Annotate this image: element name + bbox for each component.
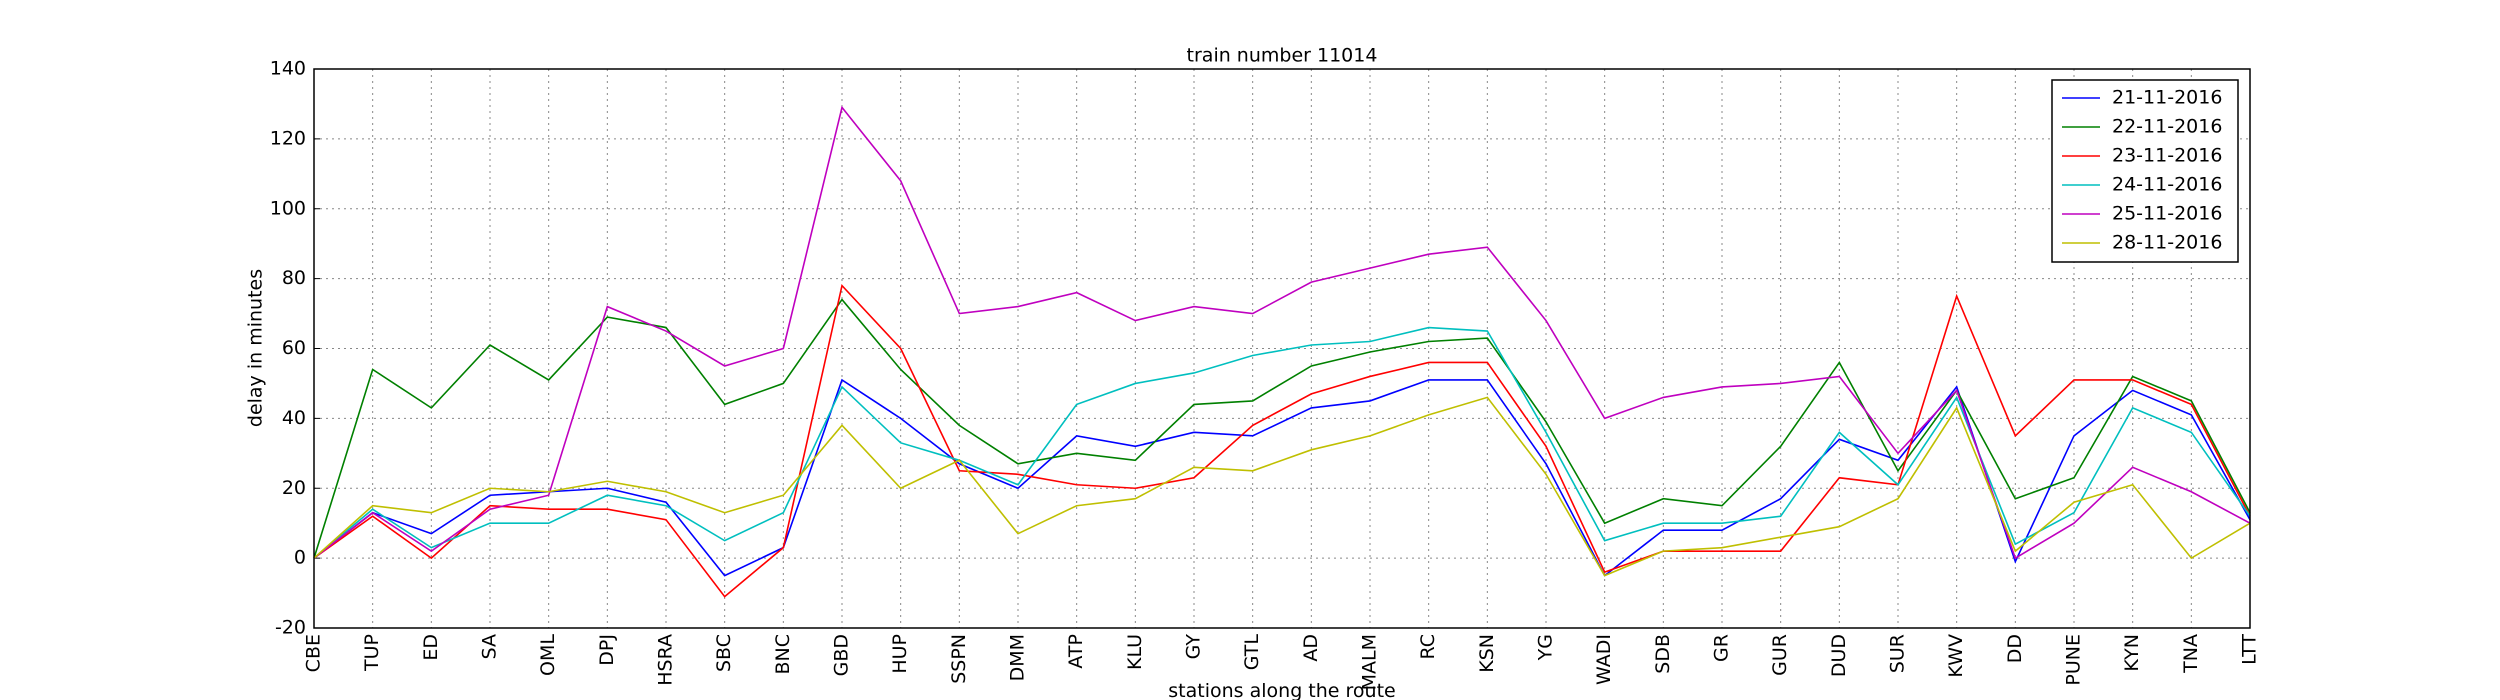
line-series [313,396,2251,577]
x-tick-label: GR [1711,634,1733,662]
x-tick-label: GTL [1241,634,1263,671]
x-tick-label: MALM [1359,634,1381,690]
line-series [313,298,2251,559]
y-tick-label: 120 [270,127,306,149]
line-series [313,283,2251,598]
line-series [313,378,2251,577]
x-tick-label: SUR [1887,634,1909,673]
x-tick-label: SSPN [948,634,970,684]
legend-label: 28-11-2016 [2112,232,2222,254]
y-axis-label: delay in minutes [245,269,267,427]
x-tick-label: KYN [2121,634,2143,672]
x-tick-label: OML [537,634,559,676]
legend-label: 21-11-2016 [2112,87,2222,109]
x-tick-label: DUD [1828,634,1850,677]
y-tick-label: 0 [294,547,306,569]
x-tick-label: AD [1300,634,1322,662]
legend-label: 22-11-2016 [2112,116,2222,138]
x-tick-label: SA [479,634,501,659]
legend: 21-11-2016 22-11-2016 23-11-2016 24-11-2016… [2051,79,2239,263]
plot-frame [313,68,2251,629]
x-tick-label: ATP [1065,634,1087,669]
chart-title: train number 11014 [1187,45,1378,67]
y-tick-label: 80 [282,267,306,289]
x-tick-label: ED [420,634,442,661]
y-tick-label: 140 [270,58,306,80]
legend-box [2051,79,2239,263]
x-tick-label: KWV [1945,634,1967,678]
x-tick-label: GBD [831,634,853,676]
y-tick-label: 40 [282,407,306,429]
legend-label: 23-11-2016 [2112,145,2222,167]
x-tick-label: TNA [2180,634,2202,674]
x-tick-label: GUR [1769,634,1791,676]
x-tick-label: TUP [361,634,383,672]
x-tick-label: WADI [1593,634,1615,685]
x-tick-label: KLU [1124,634,1146,670]
x-tick-label: BNC [772,634,794,675]
x-tick-label: CBE [303,634,325,672]
y-tick-label: 100 [270,197,306,219]
x-tick-label: PUNE [2063,634,2085,686]
x-axis-label: stations along the route [1168,680,1395,700]
x-tick-label: DMM [1007,634,1029,681]
x-tick-label: SBC [713,634,735,672]
x-tick-label: YG [1535,634,1557,661]
x-tick-label: HUP [889,634,911,674]
x-tick-label: GY [1183,634,1205,660]
legend-label: 24-11-2016 [2112,174,2222,196]
legend-label: 25-11-2016 [2112,203,2222,225]
x-tick-label: HSRA [655,634,677,686]
x-tick-label: DPJ [596,634,618,666]
y-tick-label: -20 [275,617,306,639]
y-tick-label: 20 [282,477,306,499]
line-series [313,326,2251,559]
x-tick-label: DD [2004,634,2026,663]
x-tick-label: LTT [2239,634,2261,665]
x-tick-label: SDB [1652,634,1674,674]
line-series [313,105,2251,560]
x-tick-label: KSN [1476,634,1498,673]
y-tick-label: 60 [282,337,306,359]
x-tick-label: RC [1417,634,1439,660]
